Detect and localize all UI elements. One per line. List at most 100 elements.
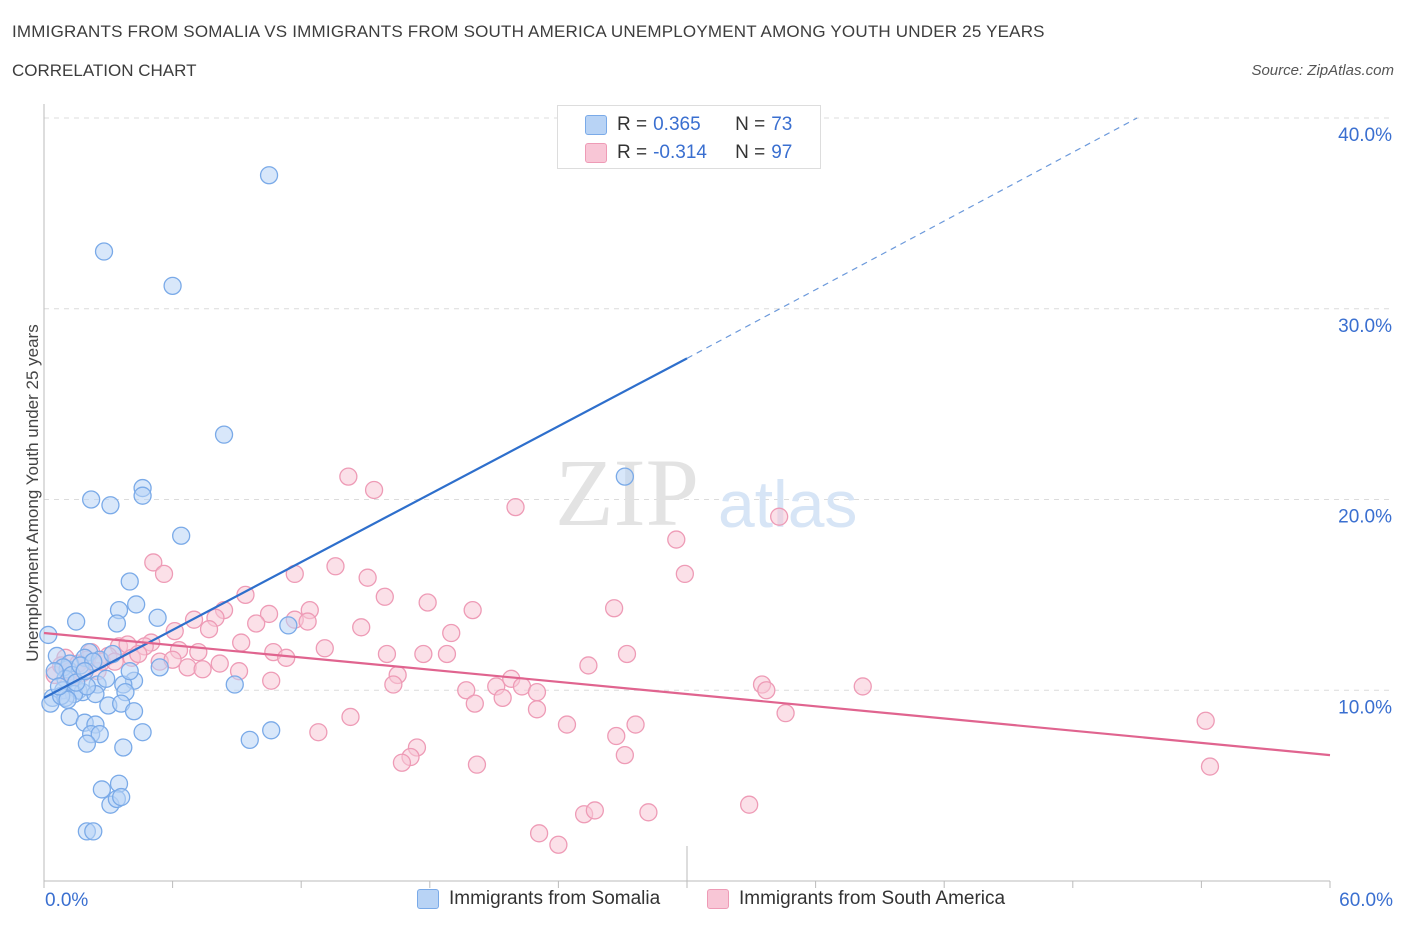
data-point [94, 242, 114, 261]
data-point [757, 681, 776, 700]
data-point [414, 644, 433, 664]
data-point [133, 486, 152, 505]
data-point [529, 824, 549, 843]
x-axis-max-label: 60.0% [1339, 890, 1393, 911]
data-point [124, 702, 144, 721]
source-label: Source: ZipAtlas.com [1251, 62, 1394, 79]
data-point [178, 658, 197, 677]
data-point [615, 467, 634, 486]
data-point [259, 166, 279, 185]
data-point [493, 688, 512, 708]
data-point [114, 738, 133, 757]
data-point [639, 803, 658, 822]
data-point [150, 658, 169, 677]
y-tick-label: 20.0% [1338, 507, 1392, 528]
data-point [341, 707, 360, 727]
data-point [103, 644, 122, 664]
data-point [67, 612, 86, 631]
data-point [262, 721, 281, 740]
trend-line-somalia-extension [686, 117, 1138, 359]
data-point [45, 662, 64, 681]
data-point [527, 683, 547, 702]
x-axis-min-label: 0.0% [45, 890, 89, 911]
data-point [279, 616, 298, 635]
data-point [770, 507, 789, 526]
data-point [442, 623, 461, 643]
legend-item-somalia[interactable]: Immigrants from Somalia [417, 888, 660, 910]
data-point [437, 644, 457, 664]
data-point [172, 526, 191, 545]
data-point [375, 587, 394, 606]
data-point [240, 730, 259, 749]
legend-swatch-somalia [585, 115, 607, 135]
r-label: R = [617, 114, 648, 135]
n-label: N = [735, 142, 766, 163]
data-point [210, 654, 229, 673]
chart-title: IMMIGRANTS FROM SOMALIA VS IMMIGRANTS FR… [12, 22, 1045, 41]
data-point [358, 568, 377, 587]
data-point [579, 656, 598, 675]
trend-line-somalia [43, 357, 688, 699]
data-point [315, 639, 334, 658]
data-point [465, 694, 484, 713]
data-point [384, 675, 403, 694]
data-point [225, 675, 244, 694]
data-point [740, 795, 759, 814]
data-point [120, 662, 139, 681]
legend-row-somalia: R = 0.365 N = 73 [585, 113, 792, 137]
gridlines [44, 117, 1392, 691]
data-point [352, 618, 371, 637]
data-point [615, 745, 634, 765]
data-point [199, 620, 219, 639]
data-point [527, 700, 547, 719]
series-somalia-points [39, 166, 634, 841]
data-point [604, 599, 624, 618]
data-point [163, 276, 182, 296]
data-point [585, 801, 604, 820]
watermark-atlas: atlas [718, 467, 857, 541]
data-point [84, 822, 103, 841]
data-point [626, 715, 645, 734]
data-point [1200, 757, 1220, 776]
data-point [467, 755, 487, 774]
data-point [339, 467, 358, 486]
data-point [101, 496, 120, 515]
data-point [607, 726, 626, 746]
data-point [259, 604, 279, 624]
data-point [326, 557, 345, 576]
data-point [298, 612, 317, 631]
y-tick-labels: 10.0% 20.0% 30.0% 40.0% [1338, 125, 1392, 718]
r-value-south-america: -0.314 [653, 142, 707, 163]
data-point [133, 723, 152, 742]
legend-item-south-america[interactable]: Immigrants from South America [707, 888, 1005, 910]
legend-label-south-america: Immigrants from South America [739, 888, 1006, 909]
data-point [309, 723, 328, 742]
data-point [418, 593, 437, 612]
data-point [667, 530, 686, 549]
y-tick-label: 40.0% [1338, 125, 1392, 146]
data-point [277, 648, 296, 667]
data-point [107, 614, 127, 633]
data-point [214, 425, 234, 444]
data-point [364, 480, 384, 500]
n-value-somalia: 73 [771, 114, 793, 135]
data-point [557, 715, 577, 734]
data-point [457, 681, 476, 700]
watermark-zip: ZIP [555, 439, 699, 546]
legend-swatch-somalia [417, 889, 439, 909]
data-point [675, 564, 695, 584]
data-point [154, 564, 174, 584]
data-point [1196, 711, 1215, 730]
data-point [193, 660, 212, 679]
legend-swatch-south-america [585, 143, 607, 163]
data-point [127, 595, 146, 614]
data-point [392, 753, 412, 772]
data-point [58, 690, 77, 709]
data-point [82, 490, 101, 509]
y-tick-label: 30.0% [1338, 316, 1392, 337]
data-point [617, 644, 637, 664]
trend-line-south-america [43, 631, 1331, 757]
series-south-america-points [45, 467, 1220, 854]
watermark: ZIP atlas [555, 439, 857, 546]
